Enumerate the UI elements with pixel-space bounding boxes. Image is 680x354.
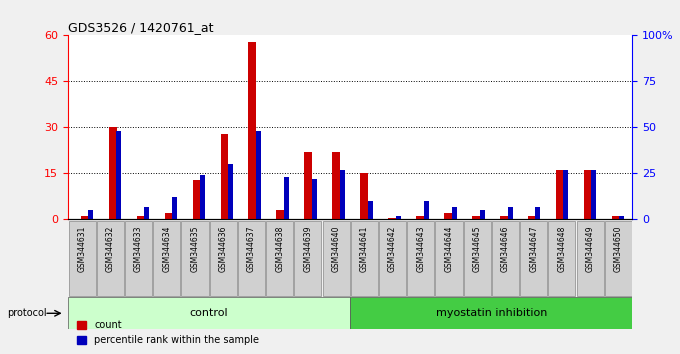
Bar — [97, 221, 124, 296]
Bar — [68, 297, 350, 329]
Bar — [407, 221, 435, 296]
Bar — [144, 207, 150, 219]
Text: GDS3526 / 1420761_at: GDS3526 / 1420761_at — [68, 21, 214, 34]
Bar — [165, 213, 173, 219]
Bar — [492, 221, 519, 296]
Bar — [605, 221, 632, 296]
Bar — [452, 207, 457, 219]
Text: GSM344649: GSM344649 — [585, 226, 594, 272]
Bar — [564, 170, 568, 219]
Bar — [238, 221, 265, 296]
Bar — [368, 201, 373, 219]
Text: control: control — [190, 308, 228, 318]
Bar — [464, 221, 491, 296]
Bar — [472, 216, 480, 219]
Bar — [435, 221, 462, 296]
Bar — [416, 216, 424, 219]
Bar — [379, 221, 406, 296]
Bar — [192, 179, 201, 219]
Text: GSM344644: GSM344644 — [445, 226, 454, 272]
Bar — [172, 198, 177, 219]
Bar — [109, 127, 116, 219]
Bar — [548, 221, 575, 296]
Bar — [137, 216, 145, 219]
Bar — [277, 210, 284, 219]
Bar — [507, 207, 513, 219]
Bar — [424, 201, 428, 219]
Bar — [248, 41, 256, 219]
Bar — [125, 221, 152, 296]
Bar — [305, 152, 312, 219]
Bar — [520, 221, 547, 296]
Text: GSM344638: GSM344638 — [275, 226, 284, 272]
Bar — [284, 177, 289, 219]
Text: GSM344635: GSM344635 — [190, 226, 199, 272]
Bar — [360, 173, 368, 219]
Bar — [619, 216, 624, 219]
Text: GSM344640: GSM344640 — [332, 226, 341, 272]
Bar — [528, 216, 536, 219]
Bar — [612, 216, 619, 219]
Text: GSM344632: GSM344632 — [106, 226, 115, 272]
Bar — [200, 175, 205, 219]
Bar — [322, 221, 350, 296]
Bar — [153, 221, 180, 296]
Bar — [350, 297, 632, 329]
Bar — [388, 218, 396, 219]
Bar — [256, 131, 261, 219]
Text: GSM344639: GSM344639 — [303, 226, 312, 272]
Bar — [116, 131, 121, 219]
Bar — [312, 179, 317, 219]
Text: GSM344636: GSM344636 — [219, 226, 228, 272]
Bar — [444, 213, 452, 219]
Bar — [209, 221, 237, 296]
Bar — [479, 210, 485, 219]
Bar — [182, 221, 209, 296]
Bar — [333, 152, 340, 219]
Text: GSM344650: GSM344650 — [614, 226, 623, 272]
Bar — [535, 207, 541, 219]
Bar — [88, 210, 93, 219]
Bar — [220, 133, 228, 219]
Text: GSM344642: GSM344642 — [388, 226, 397, 272]
Text: GSM344646: GSM344646 — [501, 226, 510, 272]
Text: GSM344645: GSM344645 — [473, 226, 481, 272]
Text: GSM344637: GSM344637 — [247, 226, 256, 272]
Text: GSM344643: GSM344643 — [416, 226, 425, 272]
Text: GSM344648: GSM344648 — [558, 226, 566, 272]
Bar — [340, 170, 345, 219]
Bar — [228, 164, 233, 219]
Bar — [396, 216, 401, 219]
Text: GSM344641: GSM344641 — [360, 226, 369, 272]
Text: GSM344647: GSM344647 — [529, 226, 538, 272]
Text: protocol: protocol — [7, 308, 46, 318]
Bar — [592, 170, 596, 219]
Bar — [577, 221, 604, 296]
Legend: count, percentile rank within the sample: count, percentile rank within the sample — [73, 316, 263, 349]
Text: myostatin inhibition: myostatin inhibition — [436, 308, 547, 318]
Bar — [81, 216, 88, 219]
Text: GSM344631: GSM344631 — [78, 226, 86, 272]
Bar — [556, 170, 564, 219]
Bar — [266, 221, 293, 296]
Bar — [294, 221, 322, 296]
Text: GSM344633: GSM344633 — [134, 226, 143, 272]
Bar — [351, 221, 378, 296]
Text: GSM344634: GSM344634 — [163, 226, 171, 272]
Bar — [69, 221, 96, 296]
Bar — [584, 170, 592, 219]
Bar — [500, 216, 508, 219]
